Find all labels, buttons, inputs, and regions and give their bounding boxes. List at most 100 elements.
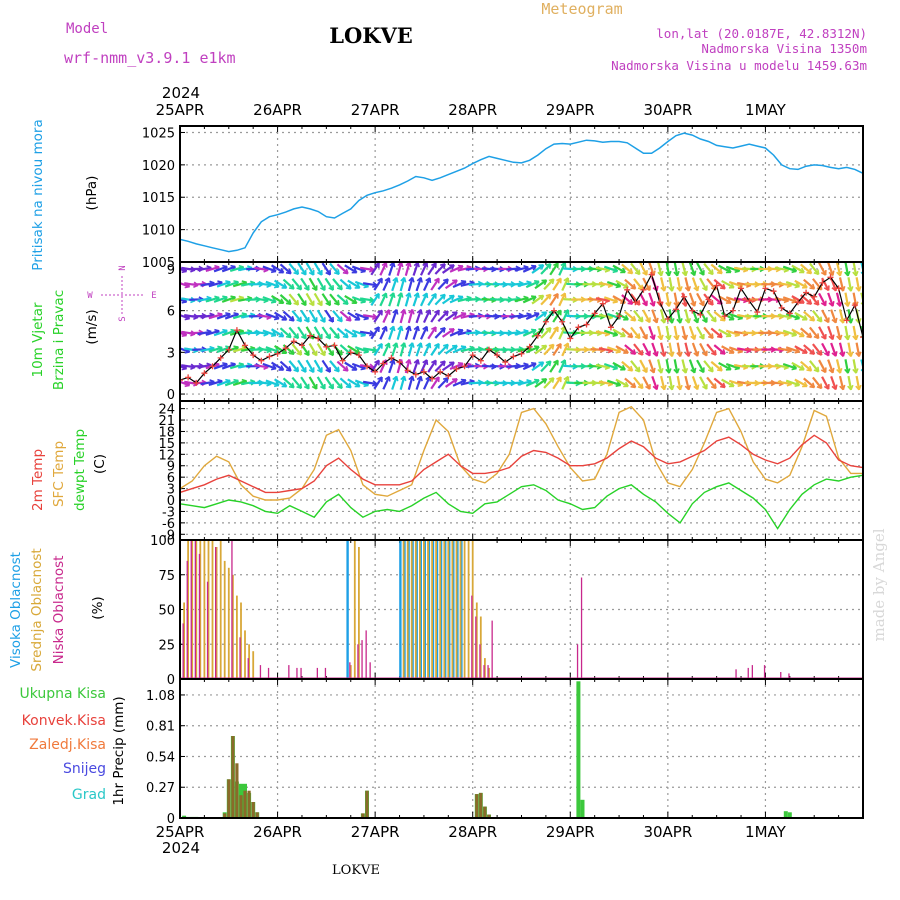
- wind-arrow-head: [351, 365, 358, 371]
- wind-arrow: [855, 277, 861, 292]
- wind-arrow: [774, 330, 789, 336]
- wind-speed-marker: [835, 285, 842, 292]
- wind-arrow-head: [806, 268, 813, 275]
- wind-arrow-head: [342, 332, 349, 339]
- wind-arrow: [321, 326, 332, 340]
- wind-arrow: [407, 375, 414, 390]
- cloud-mid-bar: [195, 540, 198, 679]
- wind-arrow-head: [377, 376, 383, 383]
- wind-arrow-head: [351, 267, 358, 274]
- wind-arrow: [213, 265, 228, 273]
- wind-arrow-head: [405, 358, 412, 365]
- wind-arrow-head: [665, 301, 672, 307]
- wind-arrow-head: [612, 297, 619, 304]
- wind-speed-marker: [217, 354, 224, 361]
- wind-arrow-head: [270, 364, 277, 371]
- wind-arrow-head: [431, 262, 437, 269]
- wind-arrow: [288, 293, 300, 306]
- wind-speed-marker: [616, 313, 623, 320]
- wind-arrow: [354, 312, 369, 320]
- wind-arrow: [254, 364, 269, 369]
- wind-arrow-head: [649, 301, 656, 307]
- wind-arrow-head: [296, 316, 303, 323]
- wind-arrow: [232, 346, 247, 353]
- wind-speed-marker: [518, 350, 525, 357]
- wind-arrow-head: [820, 300, 827, 307]
- wind-arrow: [351, 265, 366, 273]
- wind-arrow-head: [534, 345, 540, 352]
- wind-arrow-head: [831, 351, 838, 357]
- wind-arrow: [509, 314, 524, 318]
- wind-arrow: [660, 342, 666, 357]
- wind-arrow: [412, 325, 420, 340]
- wind-arrow: [688, 359, 696, 374]
- wind-arrow: [316, 376, 326, 390]
- wind-arrow: [509, 381, 524, 385]
- wind-arrow-head: [317, 270, 323, 276]
- wind-arrow-head: [665, 270, 672, 277]
- wind-arrow: [803, 377, 816, 389]
- precip-conv-legend: Konvek.Kisa: [22, 713, 106, 729]
- wind-arrow-head: [530, 328, 537, 335]
- wind-arrow: [809, 360, 820, 373]
- wind-arrow-head: [649, 367, 656, 374]
- cloud-mid-bar: [443, 540, 446, 679]
- wind-arrow: [391, 375, 398, 390]
- wind-arrow-head: [864, 385, 869, 390]
- wind-arrow: [407, 309, 414, 324]
- wind-arrow: [336, 263, 349, 275]
- wind-arrow-head: [855, 351, 862, 358]
- wind-arrow-head: [627, 299, 634, 305]
- cloud-low-bar: [365, 630, 367, 679]
- wind-speed-marker: [225, 346, 232, 353]
- wind-arrow-head: [293, 269, 300, 276]
- wind-arrow-head: [333, 299, 340, 306]
- wind-arrow-head: [374, 359, 380, 366]
- wind-arrow-head: [281, 315, 288, 321]
- compass-east-label: E: [151, 291, 156, 301]
- wind-arrow: [271, 294, 285, 305]
- cloud-mid-bar: [467, 540, 470, 679]
- wind-arrow-head: [698, 367, 705, 374]
- wind-speed-marker: [542, 318, 549, 325]
- wind-arrow: [794, 378, 808, 388]
- wind-arrow-head: [615, 380, 622, 387]
- wind-arrow-head: [439, 263, 446, 269]
- wind-arrow-head: [684, 351, 692, 357]
- wind-arrow-head: [813, 299, 820, 306]
- bottom-date-ticks: 25APR 26APR 27APR 28APR 29APR 30APR 1MAY: [156, 823, 787, 841]
- wind-arrow: [668, 375, 674, 391]
- wind-arrow-head: [820, 334, 827, 340]
- wind-speed-marker: [364, 363, 371, 370]
- cloud-low-bar: [288, 665, 290, 679]
- wind-arrow-head: [434, 376, 440, 383]
- wind-arrow: [688, 325, 696, 340]
- wind-arrow-head: [668, 384, 675, 391]
- wind-arrow: [427, 359, 437, 373]
- wind-arrow: [812, 343, 823, 356]
- wind-arrow-head: [400, 342, 407, 348]
- wind-speed-marker: [843, 317, 850, 324]
- wind-arrow: [362, 380, 378, 386]
- wind-arrow-head: [615, 347, 622, 354]
- wind-arrow-head: [389, 325, 396, 332]
- cloud-mid-bar: [447, 540, 450, 679]
- wind-speed-marker: [420, 368, 427, 375]
- model-name: wrf-nmm_v3.9.1 e1km: [64, 49, 236, 67]
- wind-speed-marker: [510, 353, 517, 360]
- cloud-low-bar: [231, 540, 233, 679]
- wind-arrow-head: [673, 301, 680, 307]
- wind-arrow: [706, 343, 717, 356]
- wind-arrow: [362, 282, 378, 287]
- precip-snow-legend: Snijeg: [63, 761, 106, 777]
- wind-arrow: [514, 266, 529, 272]
- wind-arrow: [639, 262, 648, 276]
- wind-arrow-head: [852, 270, 859, 277]
- wind-arrow-head: [719, 283, 726, 290]
- wind-arrow: [603, 362, 618, 370]
- wind-arrow-head: [864, 318, 869, 323]
- wind-arrow: [271, 328, 285, 338]
- wind-arrow: [838, 375, 845, 390]
- y-tick-label: 1005: [142, 256, 175, 271]
- wind-arrow-head: [408, 276, 415, 283]
